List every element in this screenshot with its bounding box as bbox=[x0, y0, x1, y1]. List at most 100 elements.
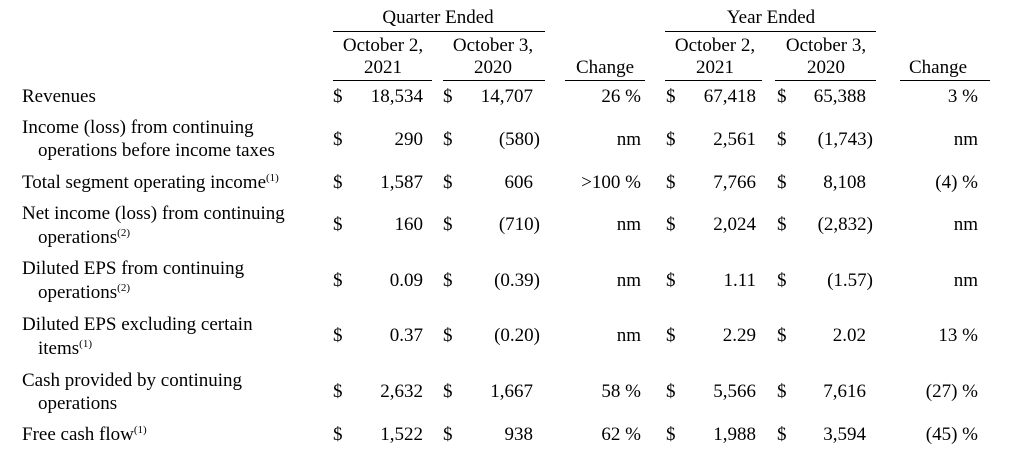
currency-sign: $ bbox=[666, 214, 676, 235]
amount: 14,707 bbox=[480, 86, 533, 107]
footnote-ref: (1) bbox=[133, 424, 147, 436]
change: nm bbox=[616, 270, 641, 291]
currency-sign: $ bbox=[777, 86, 787, 107]
currency-sign: $ bbox=[666, 129, 676, 150]
amount: 1,667 bbox=[490, 381, 533, 402]
change: nm bbox=[953, 129, 978, 150]
column-rule bbox=[333, 80, 432, 81]
currency-sign: $ bbox=[443, 424, 453, 445]
row-label: Cash provided by continuing bbox=[22, 370, 243, 391]
amount: 0.37 bbox=[389, 325, 423, 346]
amount: 160 bbox=[394, 214, 424, 235]
group-header: Year Ended bbox=[726, 7, 816, 28]
change: 13 % bbox=[938, 325, 978, 346]
change: nm bbox=[616, 214, 641, 235]
amount: 5,566 bbox=[713, 381, 756, 402]
row-label: Income (loss) from continuing bbox=[22, 117, 254, 138]
row-label: Net income (loss) from continuing bbox=[22, 203, 285, 224]
change: 58 % bbox=[601, 381, 641, 402]
currency-sign: $ bbox=[443, 270, 453, 291]
currency-sign: $ bbox=[666, 270, 676, 291]
currency-sign: $ bbox=[777, 129, 787, 150]
currency-sign: $ bbox=[443, 381, 453, 402]
amount: 2,632 bbox=[380, 381, 423, 402]
amount: 7,766 bbox=[713, 172, 756, 193]
amount: (580) bbox=[498, 129, 540, 150]
currency-sign: $ bbox=[777, 270, 787, 291]
amount: 290 bbox=[394, 129, 424, 150]
amount: 2.29 bbox=[722, 325, 756, 346]
footnote-ref: (1) bbox=[79, 338, 92, 350]
currency-sign: $ bbox=[777, 424, 787, 445]
row-label: items(1) bbox=[38, 338, 92, 359]
column-header: 2020 bbox=[474, 57, 512, 78]
amount: 606 bbox=[504, 172, 534, 193]
currency-sign: $ bbox=[777, 325, 787, 346]
change: >100 % bbox=[581, 172, 641, 193]
row-label: Diluted EPS from continuing bbox=[22, 258, 245, 279]
row-label: Revenues bbox=[22, 86, 96, 107]
change: (27) % bbox=[925, 381, 978, 402]
currency-sign: $ bbox=[333, 325, 343, 346]
column-header: 2021 bbox=[696, 57, 734, 78]
change: nm bbox=[616, 129, 641, 150]
row-label: operations(2) bbox=[38, 282, 130, 303]
row-label: Diluted EPS excluding certain bbox=[22, 314, 253, 335]
amount: 18,534 bbox=[370, 86, 423, 107]
change: 62 % bbox=[601, 424, 641, 445]
amount: 1,522 bbox=[380, 424, 423, 445]
amount: 65,388 bbox=[813, 86, 866, 107]
column-header: 2020 bbox=[807, 57, 845, 78]
column-rule bbox=[775, 80, 876, 81]
currency-sign: $ bbox=[443, 86, 453, 107]
currency-sign: $ bbox=[777, 172, 787, 193]
row-label: Total segment operating income(1) bbox=[22, 172, 279, 193]
currency-sign: $ bbox=[333, 172, 343, 193]
currency-sign: $ bbox=[333, 129, 343, 150]
row-label: operations bbox=[38, 393, 118, 414]
amount: 2,561 bbox=[713, 129, 756, 150]
amount: 0.09 bbox=[389, 270, 423, 291]
amount: 2.02 bbox=[832, 325, 866, 346]
column-header: 2021 bbox=[364, 57, 402, 78]
currency-sign: $ bbox=[666, 86, 676, 107]
group-rule bbox=[665, 31, 876, 32]
column-rule bbox=[565, 80, 645, 81]
currency-sign: $ bbox=[777, 381, 787, 402]
change: (4) % bbox=[935, 172, 978, 193]
amount: 938 bbox=[504, 424, 534, 445]
row-label: operations(2) bbox=[38, 227, 130, 248]
change: (45) % bbox=[925, 424, 978, 445]
column-rule bbox=[665, 80, 762, 81]
currency-sign: $ bbox=[443, 129, 453, 150]
column-header: October 2, bbox=[674, 35, 756, 56]
footnote-ref: (2) bbox=[117, 282, 130, 294]
currency-sign: $ bbox=[666, 325, 676, 346]
amount: 2,024 bbox=[713, 214, 756, 235]
currency-sign: $ bbox=[333, 424, 343, 445]
column-header: Change bbox=[575, 57, 635, 78]
row-label: operations before income taxes bbox=[38, 140, 275, 161]
currency-sign: $ bbox=[333, 86, 343, 107]
currency-sign: $ bbox=[443, 172, 453, 193]
change: nm bbox=[953, 214, 978, 235]
column-header: October 2, bbox=[342, 35, 424, 56]
amount: 1,587 bbox=[380, 172, 423, 193]
amount: (1,743) bbox=[817, 129, 873, 150]
column-header: October 3, bbox=[452, 35, 534, 56]
currency-sign: $ bbox=[666, 172, 676, 193]
footnote-ref: (1) bbox=[266, 172, 279, 184]
amount: 3,594 bbox=[823, 424, 866, 445]
amount: (1.57) bbox=[827, 270, 873, 291]
currency-sign: $ bbox=[333, 381, 343, 402]
group-rule bbox=[333, 31, 545, 32]
footnote-ref: (2) bbox=[117, 227, 130, 239]
amount: 8,108 bbox=[823, 172, 866, 193]
change: nm bbox=[953, 270, 978, 291]
amount: 67,418 bbox=[703, 86, 756, 107]
amount: 1.11 bbox=[723, 270, 756, 291]
row-label: Free cash flow(1) bbox=[22, 424, 147, 445]
amount: (0.39) bbox=[494, 270, 540, 291]
currency-sign: $ bbox=[443, 214, 453, 235]
